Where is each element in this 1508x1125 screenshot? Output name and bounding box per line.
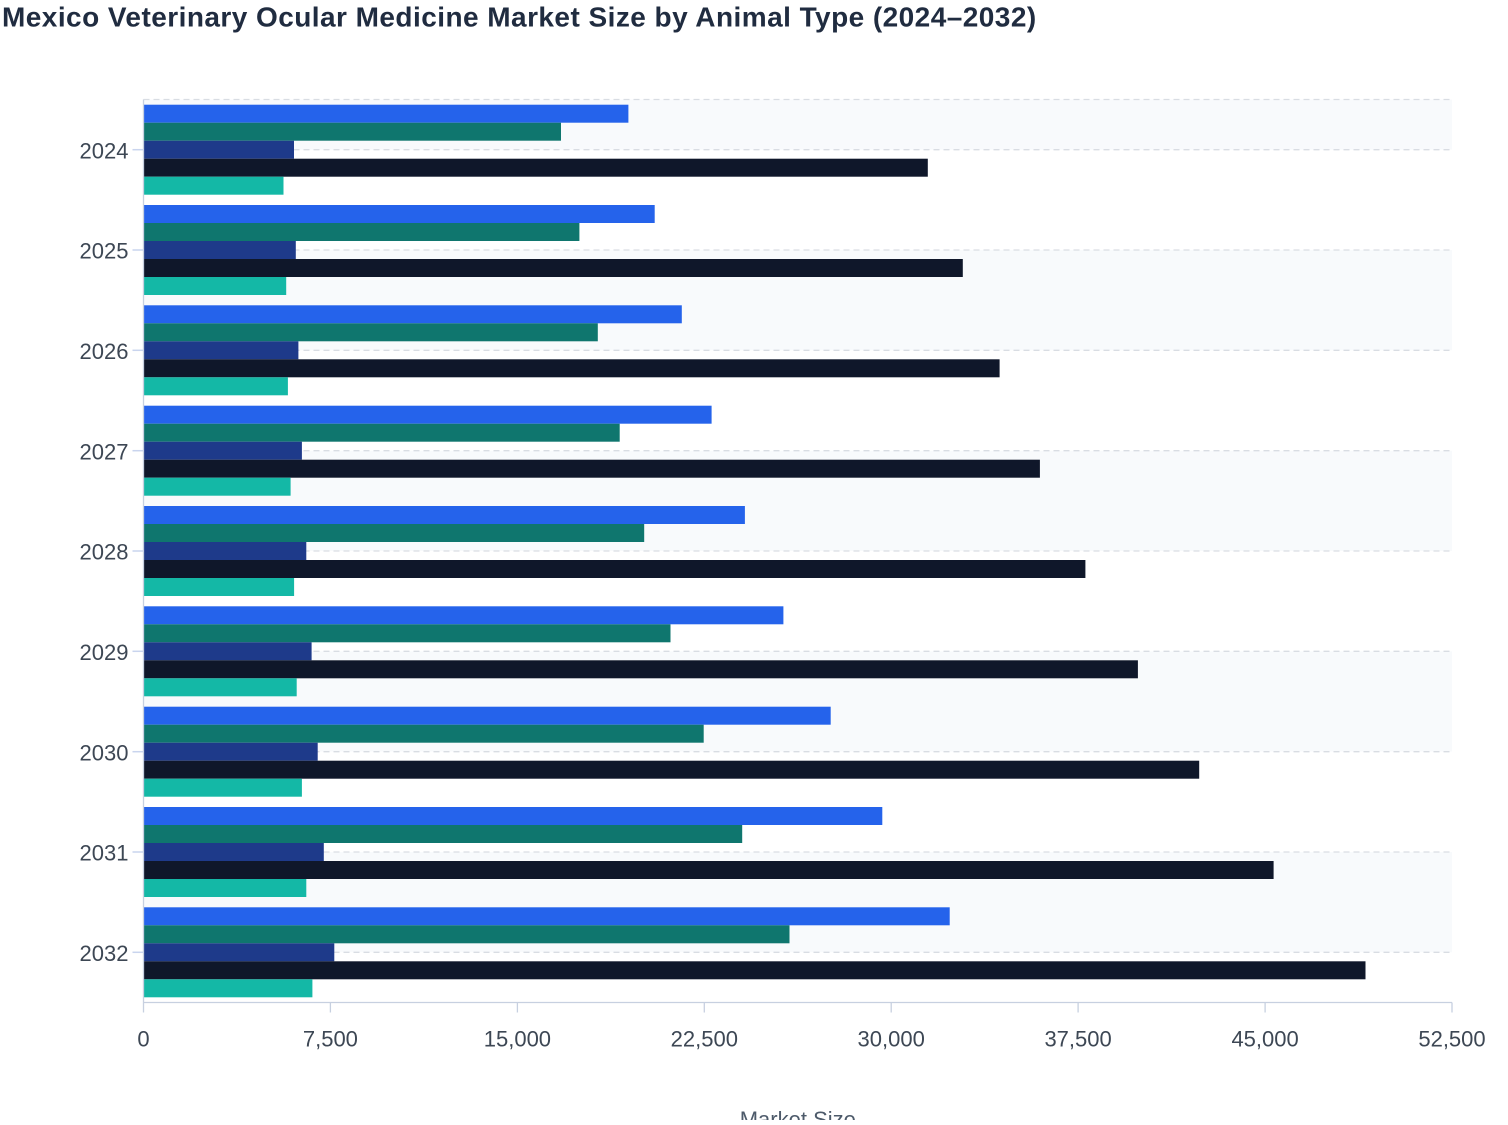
svg-text:2027: 2027	[80, 439, 129, 464]
svg-text:Mexico Veterinary Ocular Medic: Mexico Veterinary Ocular Medicine Market…	[2, 2, 1037, 33]
svg-text:2025: 2025	[80, 239, 129, 264]
svg-text:0: 0	[137, 1026, 149, 1051]
svg-text:2031: 2031	[80, 841, 129, 866]
svg-text:2026: 2026	[80, 339, 129, 364]
svg-text:30,000: 30,000	[858, 1026, 925, 1051]
svg-text:7,500: 7,500	[303, 1026, 358, 1051]
svg-text:Market Size: Market Size	[740, 1107, 856, 1120]
svg-text:2028: 2028	[80, 540, 129, 565]
svg-text:2030: 2030	[80, 740, 129, 765]
svg-text:2029: 2029	[80, 640, 129, 665]
svg-text:15,000: 15,000	[484, 1026, 551, 1051]
svg-text:2032: 2032	[80, 941, 129, 966]
svg-text:22,500: 22,500	[671, 1026, 738, 1051]
svg-text:2024: 2024	[80, 138, 129, 163]
svg-text:45,000: 45,000	[1231, 1026, 1298, 1051]
svg-text:52,500: 52,500	[1418, 1026, 1485, 1051]
svg-text:37,500: 37,500	[1044, 1026, 1111, 1051]
